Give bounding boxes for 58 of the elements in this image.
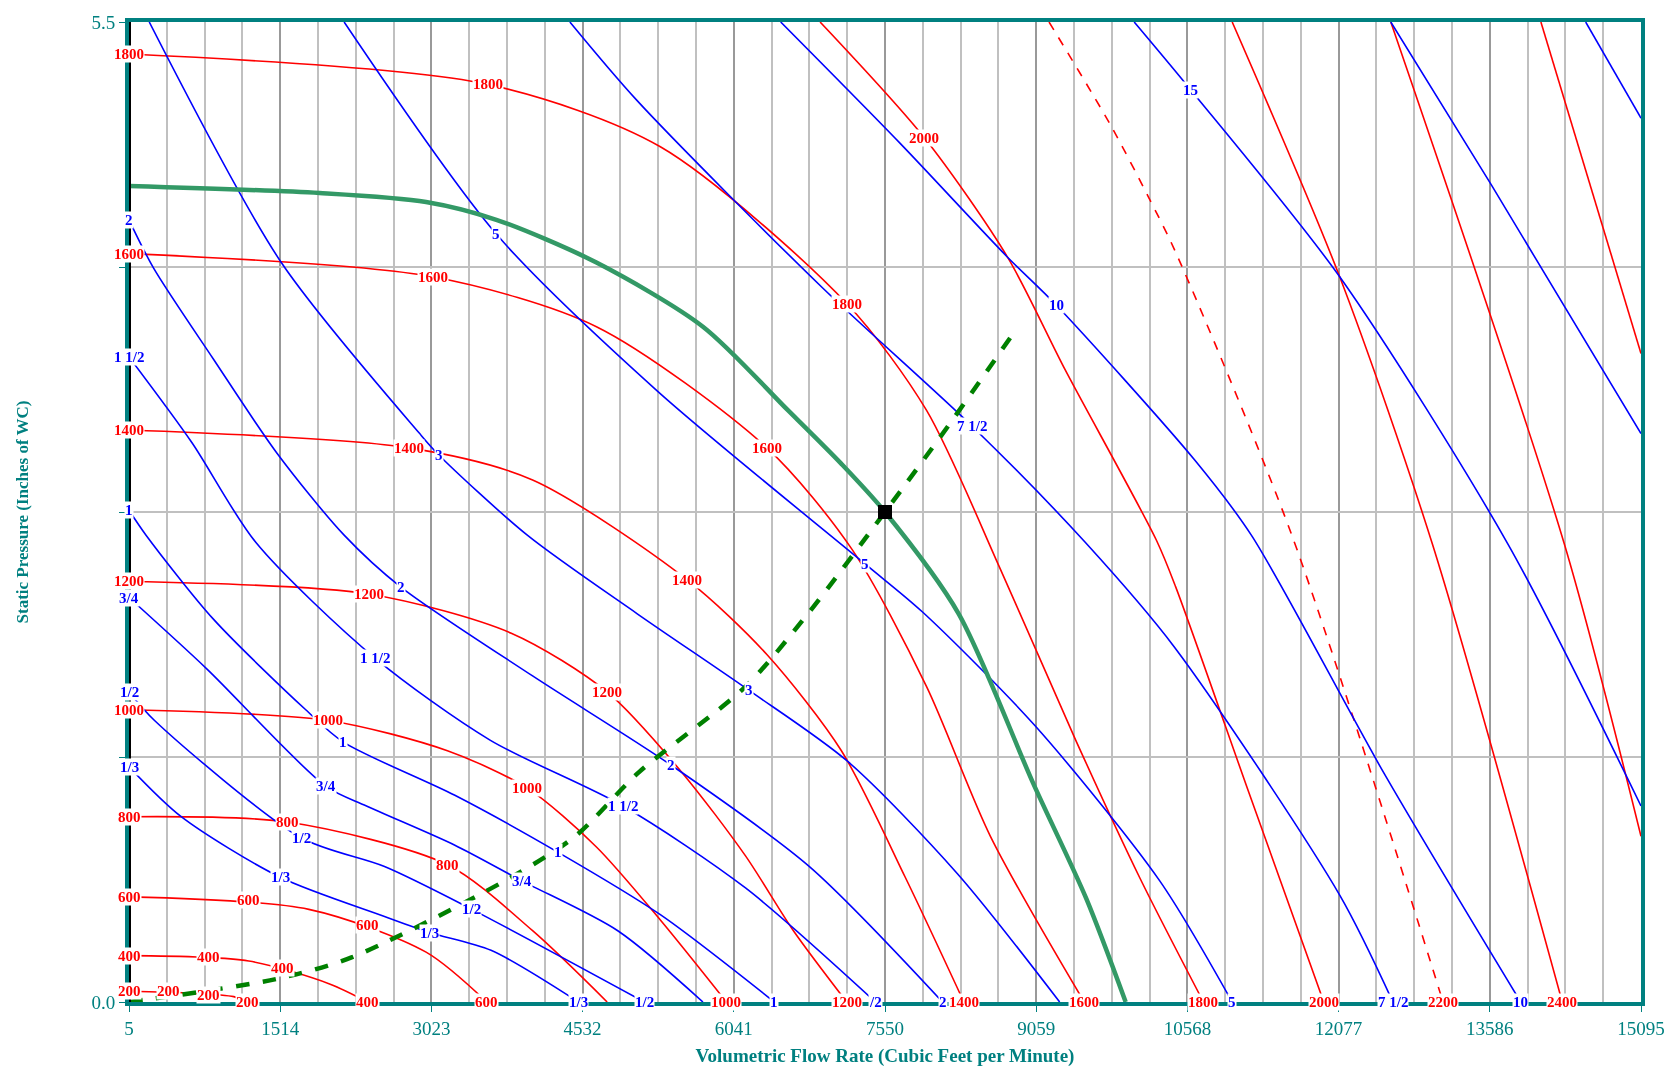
- x-tick-label: 9059: [1017, 1017, 1056, 1039]
- annotation: 600: [356, 917, 379, 933]
- x-tick-label: 5: [124, 1017, 134, 1039]
- annotation: 400: [197, 949, 220, 965]
- x-tick-label: 3023: [412, 1017, 451, 1039]
- annotation: 1/3: [569, 994, 589, 1010]
- annotation: 2: [667, 757, 675, 773]
- annotation: 10: [1049, 297, 1064, 313]
- x-axis-title: Volumetric Flow Rate (Cubic Feet per Minute): [695, 1045, 1075, 1068]
- annotation: 5: [861, 556, 869, 572]
- y-axis-title: Static Pressure (Inches of WC): [12, 400, 32, 624]
- annotation: 400: [271, 960, 294, 976]
- annotation: 400: [356, 994, 379, 1010]
- annotation: 200: [197, 987, 220, 1003]
- annotation: 2: [125, 212, 133, 228]
- annotation: 2: [397, 579, 405, 595]
- annotation: 800: [118, 809, 141, 825]
- annotation: 400: [118, 948, 141, 964]
- annotation: 10: [1513, 994, 1528, 1010]
- x-tick-label: 7550: [866, 1017, 904, 1039]
- annotation: 1/3: [420, 925, 440, 941]
- annotation: 5: [1228, 994, 1236, 1010]
- y-tick-label: 5.5: [91, 11, 116, 33]
- x-tick-label: 1514: [261, 1017, 300, 1039]
- annotation: 200: [118, 983, 141, 999]
- annotation: 200: [236, 994, 259, 1010]
- x-tick-label: 12077: [1314, 1017, 1363, 1039]
- x-tick-label: 6041: [714, 1017, 753, 1039]
- point: [878, 505, 892, 519]
- annotation: 3/4: [512, 873, 532, 889]
- x-tick-label: 13586: [1466, 1017, 1514, 1039]
- annotation: 3/4: [316, 778, 336, 794]
- annotation: 1/2: [462, 901, 482, 917]
- annotation: 1: [554, 844, 562, 860]
- annotation: 800: [436, 857, 459, 873]
- annotation: 3/4: [119, 590, 139, 606]
- annotation: 5: [492, 226, 500, 242]
- annotation: 1/3: [120, 759, 140, 775]
- x-tick-label: 15095: [1617, 1017, 1665, 1039]
- annotation: 1/2: [635, 994, 655, 1010]
- annotation: 800: [276, 814, 299, 830]
- annotation: 200: [157, 983, 180, 999]
- annotation: 1: [339, 734, 347, 750]
- annotation: 1/2: [120, 684, 140, 700]
- y-tick-label: 0.0: [91, 991, 116, 1013]
- x-tick-label: 4532: [563, 1017, 602, 1039]
- annotation: 1/2: [292, 830, 312, 846]
- annotation: 1: [770, 994, 778, 1010]
- annotation: 1/3: [271, 869, 291, 885]
- annotation: 2: [939, 994, 947, 1010]
- annotation: 600: [475, 994, 498, 1010]
- x-tick-label: 10568: [1163, 1017, 1212, 1039]
- annotation: 600: [237, 892, 260, 908]
- annotation: 15: [1183, 82, 1198, 98]
- annotation: /2: [869, 994, 882, 1010]
- annotation: 1: [125, 502, 133, 518]
- annotation: 600: [118, 889, 141, 905]
- line-series: [1133, 22, 1641, 807]
